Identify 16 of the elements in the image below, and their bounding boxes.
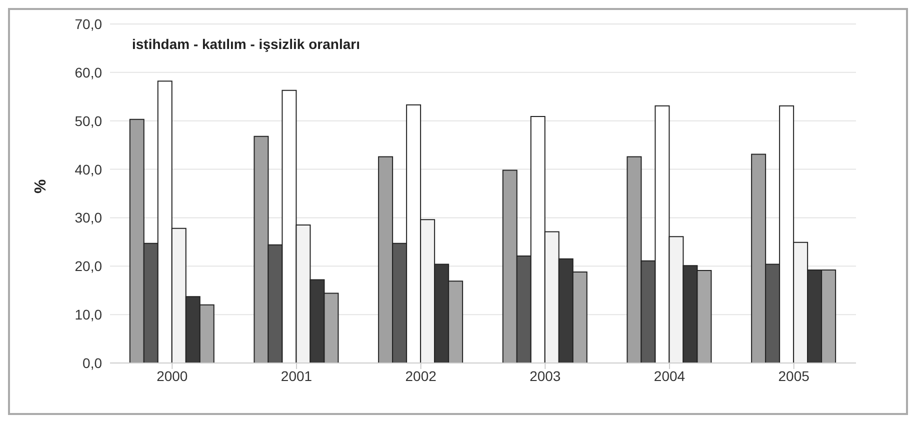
x-tick-label: 2000 — [156, 368, 188, 384]
y-tick-label: 50,0 — [74, 112, 102, 129]
y-tick-label: 20,0 — [74, 258, 102, 274]
y-tick-label: 30,0 — [74, 210, 102, 226]
x-tick-label: 2002 — [405, 368, 437, 384]
y-tick-label: 60,0 — [74, 64, 102, 80]
y-tick-label: 0,0 — [82, 354, 102, 371]
x-tick-label: 2001 — [280, 368, 312, 384]
y-tick-label: 40,0 — [74, 161, 102, 178]
x-tick-label: 2003 — [530, 368, 561, 384]
y-axis-title: % — [32, 179, 50, 194]
text: istihdam - katılım - işsizlik oranları — [132, 36, 360, 52]
x-tick-label: 2005 — [778, 368, 810, 384]
x-tick-label: 2004 — [654, 368, 686, 384]
y-tick-label: 70,0 — [74, 16, 102, 32]
y-tick-label: 10,0 — [74, 306, 102, 323]
